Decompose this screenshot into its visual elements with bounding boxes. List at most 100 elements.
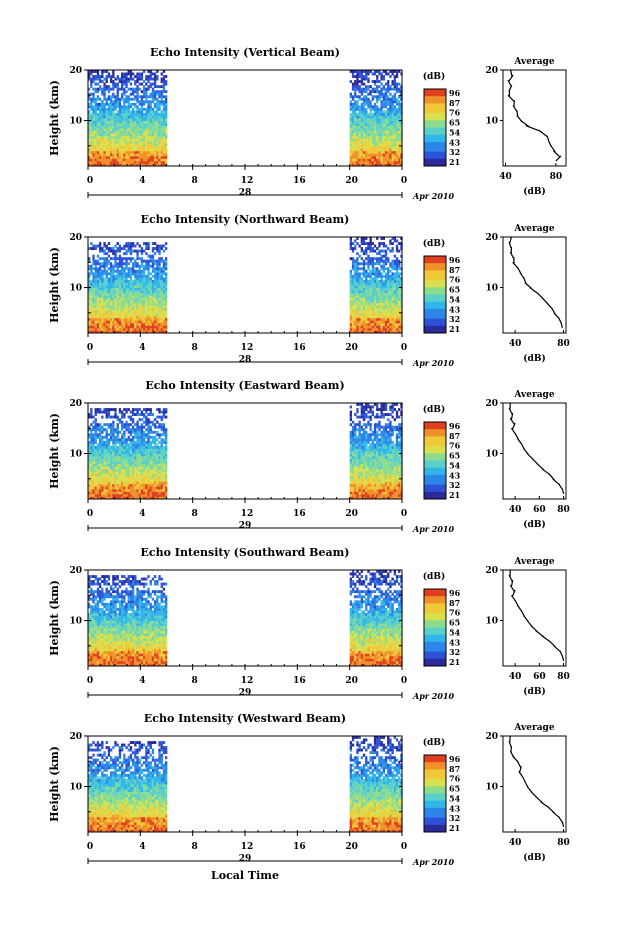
heatmap-cell: [116, 430, 119, 434]
heatmap-cell: [123, 150, 126, 154]
heatmap-cell: [103, 486, 106, 490]
heatmap-cell: [395, 264, 399, 268]
heatmap-cell: [145, 115, 148, 119]
heatmap-cell: [90, 310, 93, 314]
heatmap-cell: [107, 486, 111, 490]
heatmap-cell: [158, 486, 161, 490]
heatmap-cell: [105, 458, 108, 462]
heatmap-cell: [105, 307, 108, 311]
heatmap-cell: [116, 496, 119, 500]
heatmap-cell: [90, 97, 93, 101]
heatmap-cell: [143, 435, 146, 439]
heatmap-cell: [96, 125, 100, 129]
heatmap-cell: [143, 242, 146, 245]
heatmap-cell: [349, 330, 352, 334]
heatmap-cell: [371, 317, 374, 321]
heatmap-cell: [101, 292, 104, 296]
heatmap-cell: [395, 269, 399, 273]
heatmap-cell: [92, 461, 95, 464]
heatmap-cell: [362, 133, 366, 137]
heatmap-cell: [351, 112, 355, 116]
heatmap-cell: [147, 163, 150, 167]
heatmap-cell: [376, 305, 379, 309]
heatmap-cell: [103, 95, 106, 99]
heatmap-cell: [140, 115, 144, 119]
heatmap-cell: [389, 138, 392, 142]
heatmap-cell: [88, 300, 91, 304]
heatmap-cell: [367, 155, 370, 159]
heatmap-cell: [389, 290, 392, 293]
heatmap-cell: [99, 274, 102, 278]
heatmap-cell: [156, 310, 159, 314]
heatmap-cell: [358, 302, 361, 306]
heatmap-cell: [373, 305, 377, 309]
heatmap-cell: [140, 105, 144, 109]
heatmap-cell: [134, 330, 137, 334]
heatmap-cell: [149, 257, 152, 261]
heatmap-cell: [123, 292, 126, 296]
heatmap-cell: [151, 305, 155, 309]
heatmap-cell: [88, 320, 91, 324]
heatmap-cell: [151, 92, 155, 96]
heatmap-cell: [125, 315, 128, 319]
heatmap-cell: [127, 279, 130, 283]
heatmap-cell: [103, 150, 106, 154]
heatmap-cell: [380, 90, 383, 94]
colorbar-segment: [424, 328, 446, 331]
heatmap-cell: [88, 456, 91, 459]
heatmap-cell: [365, 107, 368, 111]
heatmap-cell: [121, 496, 124, 500]
heatmap-cell: [165, 247, 168, 250]
heatmap-cell: [147, 312, 150, 316]
heatmap-cell: [393, 327, 396, 331]
heatmap-cell: [380, 140, 383, 144]
heatmap-cell: [129, 160, 133, 164]
heatmap-cell: [143, 145, 146, 149]
heatmap-cell: [393, 297, 396, 301]
heatmap-cell: [136, 463, 139, 467]
heatmap-cell: [127, 133, 130, 137]
heatmap-cell: [118, 77, 122, 81]
heatmap-cell: [103, 163, 106, 167]
heatmap-cell: [382, 95, 385, 99]
heatmap-cell: [90, 92, 93, 96]
y-tick-label: 10: [69, 284, 82, 294]
heatmap-cell: [143, 107, 146, 111]
heatmap-cell: [371, 115, 374, 119]
heatmap-cell: [158, 90, 161, 94]
panel-2: Echo Intensity (Northward Beam)2010Heigh…: [48, 213, 570, 368]
colorbar-segment: [424, 316, 446, 319]
heatmap-cell: [391, 87, 394, 91]
heatmap-cell: [365, 242, 368, 245]
heatmap-cell: [384, 110, 388, 114]
heatmap-cell: [156, 453, 159, 457]
heatmap-cell: [356, 310, 359, 314]
heatmap-cell: [143, 315, 146, 319]
heatmap-cell: [110, 461, 113, 464]
heatmap-cell: [92, 247, 95, 250]
heatmap-cell: [114, 107, 117, 111]
heatmap-cell: [140, 473, 144, 477]
heatmap-cell: [395, 277, 399, 281]
heatmap-cell: [92, 100, 95, 104]
heatmap-cell: [147, 471, 150, 475]
heatmap-cell: [362, 237, 366, 240]
heatmap-cell: [393, 302, 396, 306]
heatmap-cell: [121, 133, 124, 137]
heatmap-cell: [143, 466, 146, 470]
heatmap-cell: [373, 153, 377, 157]
heatmap-cell: [114, 264, 117, 268]
heatmap-cell: [395, 262, 399, 266]
heatmap-cell: [358, 297, 361, 301]
heatmap-cell: [356, 264, 359, 268]
heatmap-cell: [125, 262, 128, 266]
heatmap-cell: [149, 143, 152, 147]
heatmap-cell: [158, 140, 161, 144]
heatmap-cell: [145, 456, 148, 459]
heatmap-cell: [371, 133, 374, 137]
heatmap-cell: [160, 269, 163, 273]
heatmap-cell: [143, 128, 146, 131]
heatmap-cell: [387, 325, 390, 329]
heatmap-cell: [165, 461, 168, 464]
heatmap-cell: [356, 292, 359, 296]
